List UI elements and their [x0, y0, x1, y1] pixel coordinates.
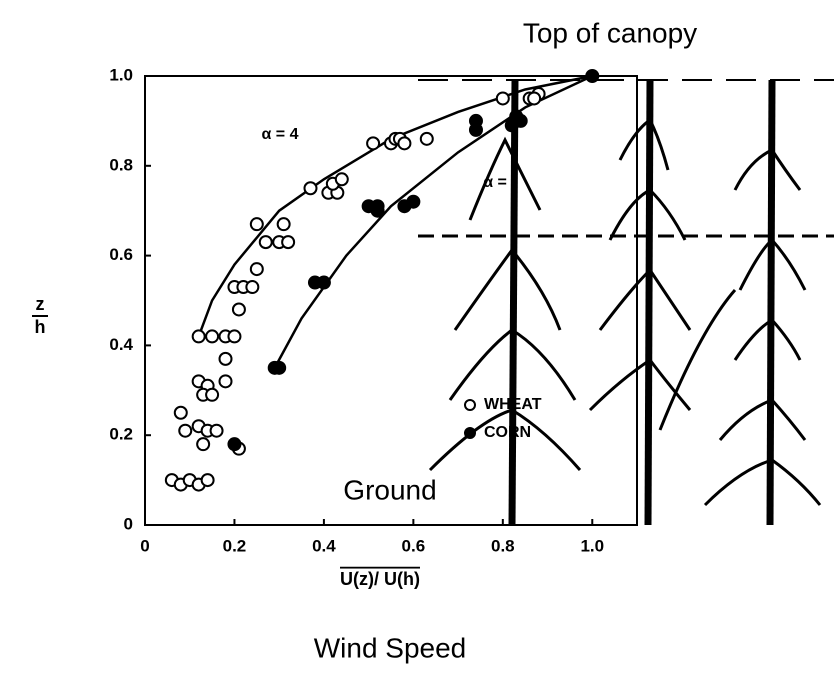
data-point [249, 217, 264, 232]
x-tick-label: 0.6 [402, 536, 426, 555]
legend-marker [464, 399, 476, 411]
data-point [585, 69, 600, 83]
data-point [249, 262, 264, 277]
y-axis-label: z [36, 294, 45, 314]
data-point [303, 181, 318, 196]
y-tick-label: 0.6 [109, 245, 133, 264]
y-tick-label: 0.2 [109, 425, 133, 444]
legend-label: WHEAT [484, 396, 542, 413]
data-point [227, 329, 242, 344]
data-point [258, 235, 273, 250]
data-point [370, 203, 385, 218]
legend-marker [464, 427, 476, 439]
data-point [191, 329, 206, 344]
data-point [509, 109, 524, 124]
data-point [495, 91, 510, 106]
data-point [272, 360, 287, 375]
data-point [218, 351, 233, 366]
data-point [397, 136, 412, 151]
fit-curve [197, 74, 593, 337]
data-point [468, 113, 483, 128]
data-point [406, 194, 421, 209]
x-axis-label: U(z)/ U(h) [340, 569, 420, 589]
y-tick-label: 0.8 [109, 155, 133, 174]
data-point [205, 387, 220, 402]
data-point [419, 131, 434, 146]
y-axis-label: h [35, 317, 46, 337]
y-tick-label: 0 [124, 514, 133, 533]
curve-label: α = [483, 174, 507, 191]
data-point [218, 374, 233, 389]
corn-plants [418, 79, 834, 526]
data-point [173, 405, 188, 420]
data-point [209, 423, 224, 438]
data-point [316, 275, 331, 290]
y-tick-label: 0.4 [109, 335, 133, 354]
data-point [366, 136, 381, 151]
curve-label: α = 4 [262, 126, 299, 143]
data-point [231, 302, 246, 317]
data-point [334, 172, 349, 187]
x-tick-label: 1.0 [580, 536, 604, 555]
plot-frame [144, 75, 638, 526]
data-point [205, 329, 220, 344]
fit-curve [273, 74, 593, 369]
x-tick-label: 0.8 [491, 536, 515, 555]
y-tick-label: 1.0 [109, 65, 133, 84]
annotation: Wind Speed [314, 632, 467, 663]
data-point [245, 280, 260, 295]
x-tick-label: 0 [140, 536, 149, 555]
data-point [281, 235, 296, 250]
data-point [200, 473, 215, 488]
annotation: Ground [343, 474, 436, 505]
x-tick-label: 0.2 [223, 536, 247, 555]
data-point [276, 217, 291, 232]
title: Top of canopy [523, 17, 697, 48]
data-point [178, 423, 193, 438]
x-tick-label: 0.4 [312, 536, 336, 555]
legend-label: CORN [484, 424, 531, 441]
data-point [196, 437, 211, 452]
data-point [227, 437, 242, 452]
data-point [527, 91, 542, 106]
